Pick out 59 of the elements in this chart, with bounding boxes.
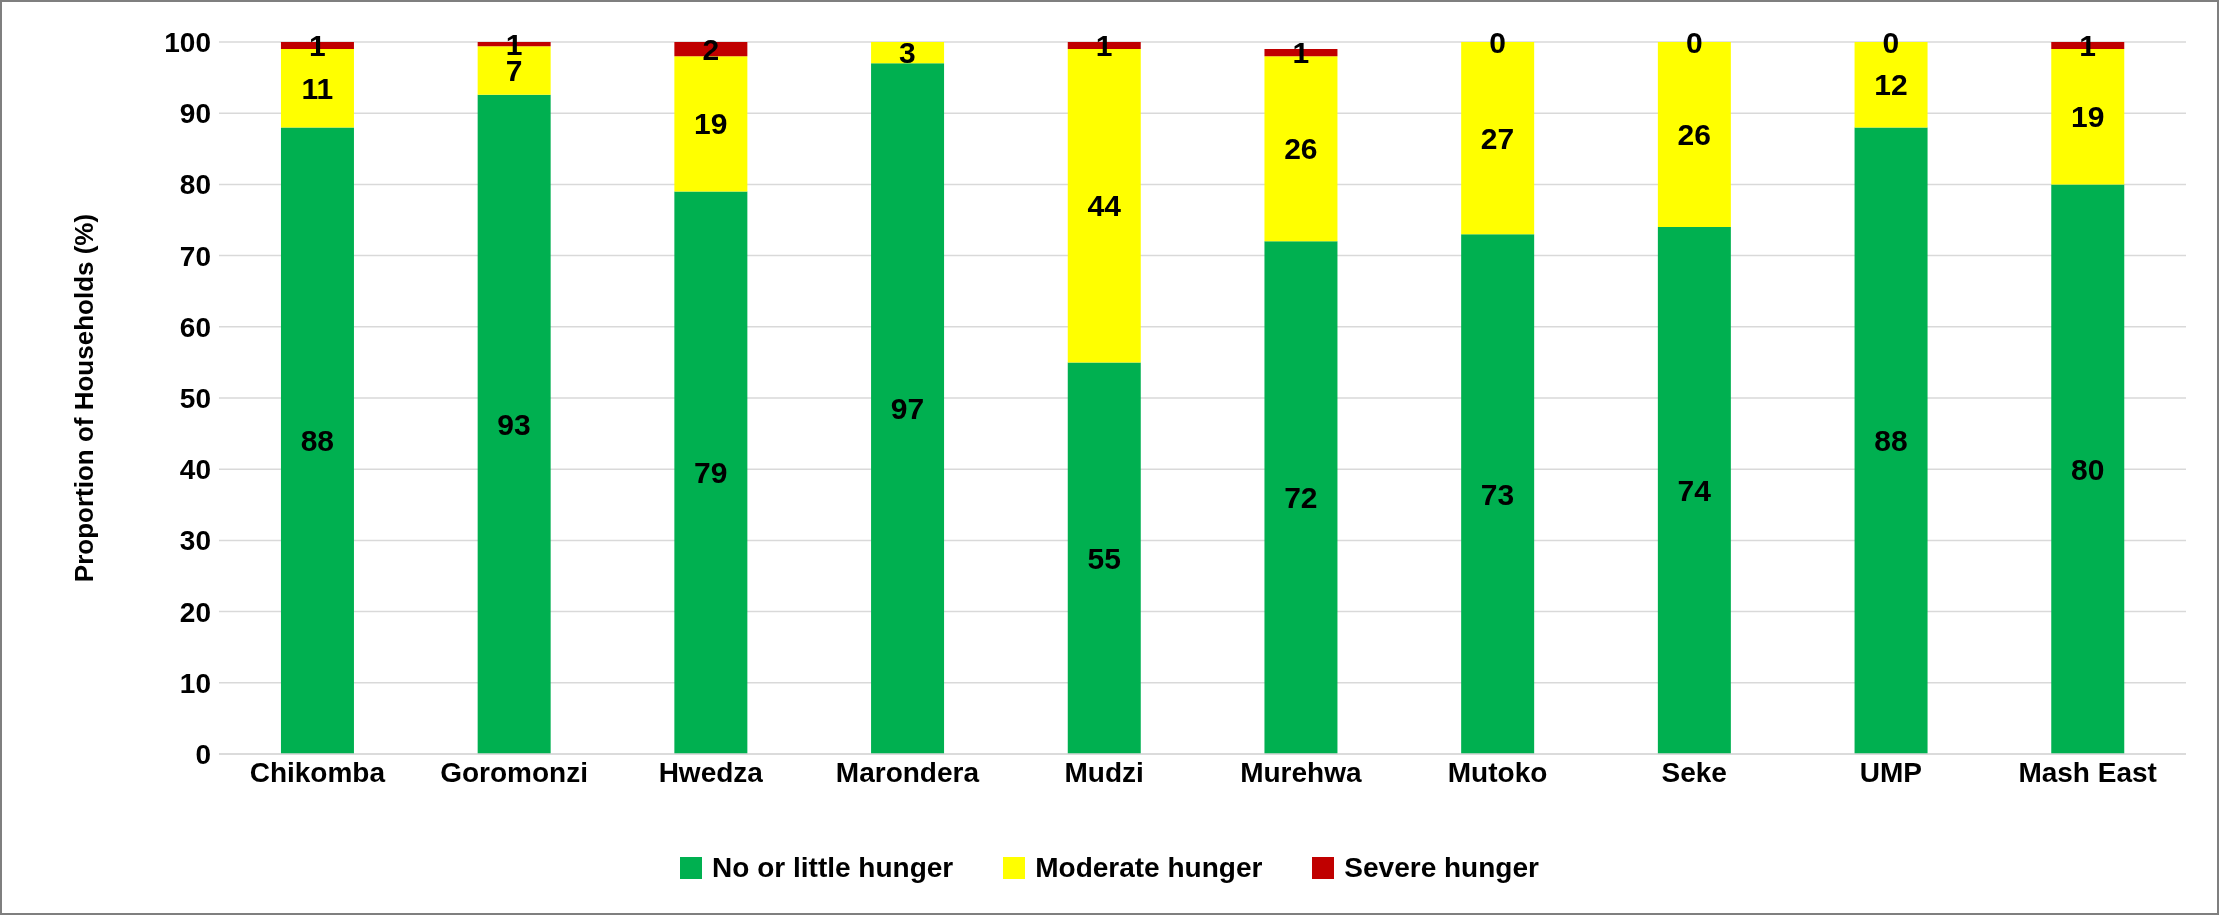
- data-label: 55: [1087, 541, 1121, 575]
- data-label: 27: [1480, 121, 1515, 155]
- data-label: 12: [1874, 68, 1908, 102]
- y-tick-label: 100: [164, 26, 211, 58]
- legend-label: Moderate hunger: [1035, 852, 1263, 884]
- bar: [1854, 127, 1928, 754]
- y-tick-label: 70: [179, 240, 211, 272]
- data-label: 1: [2079, 29, 2096, 63]
- x-tick-label: Seke: [1661, 756, 1727, 788]
- y-tick-label: 20: [179, 596, 211, 628]
- bar: [1067, 362, 1141, 754]
- y-tick-label: 50: [179, 382, 211, 414]
- data-label: 1: [1095, 29, 1113, 63]
- y-tick-label: 80: [179, 169, 211, 201]
- data-label: 97: [890, 392, 925, 426]
- x-tick-label: Mash East: [2018, 756, 2157, 788]
- x-tick-label: Murehwa: [1240, 756, 1362, 788]
- y-tick-label: 90: [179, 98, 211, 130]
- bar: [674, 191, 748, 754]
- data-label: 80: [2070, 452, 2105, 486]
- data-label: 74: [1677, 474, 1712, 508]
- legend-label: No or little hunger: [712, 852, 954, 884]
- bar: [2051, 184, 2125, 754]
- y-tick-label: 0: [195, 738, 211, 770]
- data-label: 1: [1292, 36, 1310, 70]
- bar: [477, 94, 551, 754]
- legend-label: Severe hunger: [1344, 852, 1539, 884]
- y-tick-label: 10: [179, 667, 211, 699]
- data-label: 1: [505, 27, 523, 61]
- x-tick-label: Goromonzi: [440, 756, 588, 788]
- bar: [871, 63, 945, 754]
- data-label: 88: [300, 424, 335, 458]
- y-tick-label: 30: [179, 525, 211, 557]
- data-label: 19: [2070, 100, 2105, 134]
- y-tick-label: 60: [179, 311, 211, 343]
- data-label: 88: [1874, 424, 1908, 458]
- data-label: 44: [1087, 189, 1122, 223]
- x-tick-label: Mutoko: [1447, 756, 1548, 788]
- data-label: 1: [309, 29, 326, 63]
- x-tick-label: Mudzi: [1064, 756, 1144, 788]
- x-tick-label: Chikomba: [249, 756, 386, 788]
- bar: [1264, 241, 1338, 754]
- x-tick-label: Marondera: [835, 756, 980, 788]
- bar: [1461, 234, 1535, 754]
- data-label: 93: [497, 407, 531, 441]
- data-label: 72: [1284, 481, 1318, 515]
- data-label: 26: [1677, 118, 1711, 152]
- data-label: 3: [899, 36, 916, 70]
- bar: [280, 127, 354, 754]
- x-tick-label: UMP: [1859, 756, 1923, 788]
- data-label: 11: [301, 71, 334, 105]
- y-tick-label: 40: [179, 454, 211, 486]
- data-label: 79: [694, 456, 728, 490]
- x-tick-label: Hwedza: [658, 756, 764, 788]
- data-label: 26: [1284, 132, 1318, 166]
- data-label: 73: [1480, 477, 1515, 511]
- y-axis-title: Proportion of Households (%): [69, 213, 100, 583]
- data-label: 19: [694, 107, 728, 141]
- bar: [1657, 227, 1731, 754]
